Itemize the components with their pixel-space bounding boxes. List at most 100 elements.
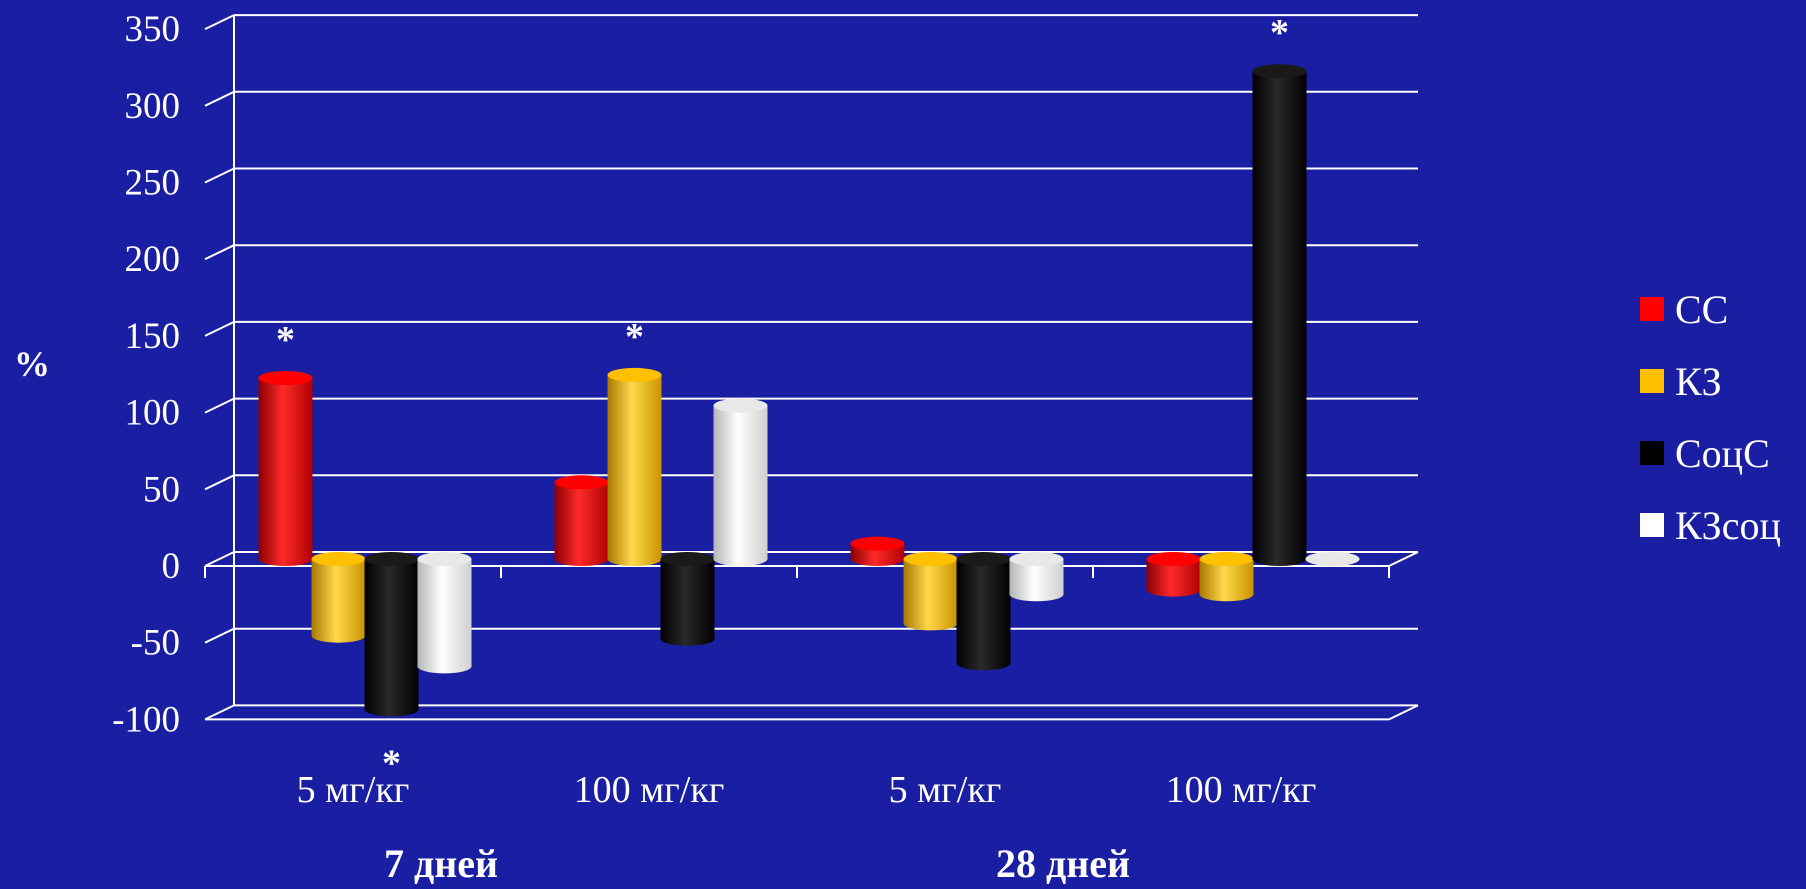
bar — [607, 367, 662, 566]
significance-mark: * — [1270, 12, 1289, 54]
bar — [850, 536, 905, 566]
bar-body — [713, 405, 768, 559]
bar — [417, 552, 472, 674]
legend-swatch — [1640, 513, 1664, 537]
bar-bottom-cap — [364, 702, 419, 717]
category-label: 5 мг/кг — [297, 769, 410, 811]
bar — [311, 552, 366, 643]
significance-mark: * — [276, 319, 295, 361]
bar — [1009, 552, 1064, 602]
y-axis-title: % — [14, 344, 50, 384]
legend-item: СоцС — [1640, 431, 1770, 476]
bar — [258, 370, 313, 566]
legend-item: СС — [1640, 287, 1728, 332]
bar-bottom-cap — [417, 659, 472, 674]
bar-body — [364, 559, 419, 710]
gridline-diagonal — [204, 320, 235, 337]
bar-bottom-cap — [1146, 582, 1201, 597]
gridline-diagonal — [204, 167, 235, 184]
legend-label: СоцС — [1675, 431, 1770, 476]
y-tick-label: 250 — [125, 163, 181, 204]
bar-top-cap — [660, 552, 715, 566]
bar-body — [554, 482, 609, 559]
bars — [258, 64, 1360, 717]
legend-item: КЗ — [1640, 359, 1722, 404]
y-tick-label: 200 — [125, 239, 181, 280]
bar-top-cap — [1009, 552, 1064, 566]
floor-side-edge — [1388, 704, 1419, 721]
bar-top-cap — [1305, 552, 1360, 566]
legend-swatch — [1640, 441, 1664, 465]
bar-bottom-cap — [607, 552, 662, 566]
bar-top-cap — [258, 370, 313, 385]
y-tick-label: 100 — [125, 393, 181, 434]
y-tick-label: 0 — [162, 546, 181, 587]
bar-top-cap — [956, 552, 1011, 566]
bar-bottom-cap — [956, 656, 1011, 671]
category-label: 100 мг/кг — [1166, 769, 1317, 811]
bar — [660, 552, 715, 646]
gridline-diagonal — [204, 474, 235, 491]
bar-top-cap — [417, 552, 472, 566]
gridline-diagonal — [204, 244, 235, 261]
gridline-diagonal — [204, 90, 235, 107]
gridline-diagonal — [204, 551, 235, 567]
y-tick-label: 50 — [143, 469, 180, 510]
bar-body — [417, 559, 472, 667]
bar — [1252, 64, 1307, 566]
gridline-diagonal — [204, 704, 235, 721]
legend-label: СС — [1675, 287, 1728, 332]
bar — [956, 552, 1011, 671]
bar-bottom-cap — [1009, 587, 1064, 602]
bar — [713, 398, 768, 566]
category-label: 5 мг/кг — [889, 769, 1002, 811]
legend-item: КЗсоц — [1640, 503, 1781, 548]
gridline-diagonal — [204, 397, 235, 414]
legend-swatch — [1640, 369, 1664, 393]
group-label: 28 дней — [996, 841, 1130, 886]
y-tick-label: 350 — [125, 9, 181, 50]
bar — [1146, 552, 1201, 597]
bar-body — [1252, 71, 1307, 560]
category-label: 100 мг/кг — [574, 769, 725, 811]
bar-body — [258, 377, 313, 559]
bar-top-cap — [1146, 552, 1201, 566]
bar-top-cap — [607, 367, 662, 382]
bar-body — [903, 559, 958, 624]
bar — [903, 552, 958, 631]
bar-body — [607, 374, 662, 559]
bar-bottom-cap — [713, 552, 768, 566]
bar-top-cap — [1199, 552, 1254, 566]
bar-body — [311, 559, 366, 636]
bar-bottom-cap — [554, 552, 609, 566]
zero-plane-side-edge — [1388, 551, 1419, 567]
y-tick-label: -100 — [112, 699, 180, 740]
bar-bottom-cap — [1252, 552, 1307, 566]
group-label: 7 дней — [384, 841, 498, 886]
gridline-diagonal — [204, 627, 235, 644]
legend-label: КЗ — [1675, 359, 1722, 404]
bar — [1305, 552, 1360, 566]
bar-top-cap — [713, 398, 768, 413]
bar-bottom-cap — [903, 616, 958, 631]
bar-top-cap — [364, 552, 419, 566]
bar-top-cap — [554, 475, 609, 490]
bar-top-cap — [1252, 64, 1307, 79]
bar — [554, 475, 609, 566]
bar-top-cap — [850, 536, 905, 551]
legend-swatch — [1640, 297, 1664, 321]
y-tick-label: 150 — [125, 316, 181, 357]
bar-bottom-cap — [660, 631, 715, 646]
bar-bottom-cap — [850, 552, 905, 566]
y-tick-label: 300 — [125, 86, 181, 127]
bar-bottom-cap — [258, 552, 313, 566]
y-tick-label: -50 — [131, 623, 180, 664]
significance-mark: * — [382, 742, 401, 784]
bar-bottom-cap — [311, 628, 366, 643]
bar — [1199, 552, 1254, 602]
legend: СС КЗ СоцС КЗсоц — [1640, 287, 1781, 548]
gridline-diagonal — [204, 14, 235, 31]
bar-top-cap — [311, 552, 366, 566]
